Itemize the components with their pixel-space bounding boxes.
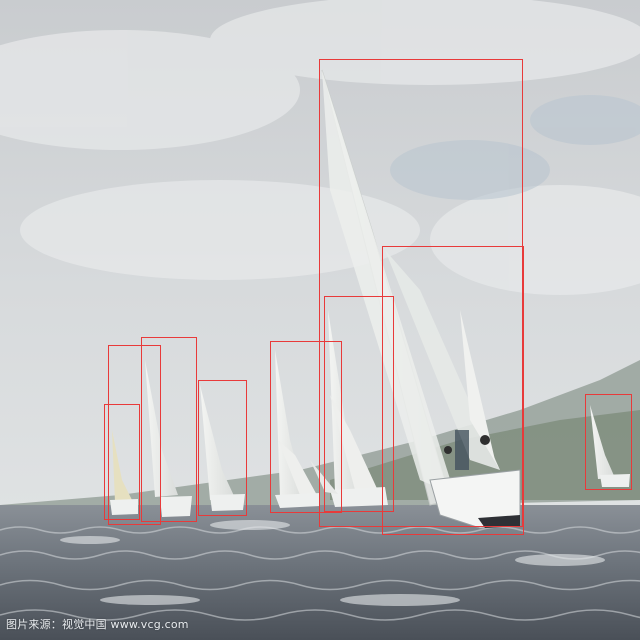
- clouds: [0, 0, 640, 295]
- lead-sailboat: [321, 69, 521, 529]
- small-sailboat-1: [200, 385, 245, 511]
- detection-box-mid-sailboat: [324, 296, 394, 512]
- detection-box-mid-left-sailboat: [270, 341, 342, 513]
- small-sailboat-3: [110, 430, 138, 515]
- far-right-sailboat: [590, 405, 630, 487]
- whitecaps: [60, 520, 605, 606]
- detection-box-small-sailboat-2: [141, 337, 197, 522]
- small-sailboat-2: [145, 360, 192, 517]
- detection-box-small-sailboat-4: [104, 404, 140, 520]
- detection-box-far-right-sailboat: [585, 394, 632, 490]
- detection-box-small-sailboat-1: [198, 380, 247, 516]
- mid-sailboat: [328, 310, 388, 507]
- detection-box-lead-sailboat: [319, 59, 523, 527]
- detection-box-small-sailboat-3: [108, 345, 161, 525]
- wave-highlights: [0, 526, 640, 621]
- watermark-text: 图片来源：视觉中国 www.vcg.com: [6, 618, 189, 631]
- detection-box-lead-hull: [382, 246, 524, 535]
- blue-sky-patches: [390, 95, 640, 200]
